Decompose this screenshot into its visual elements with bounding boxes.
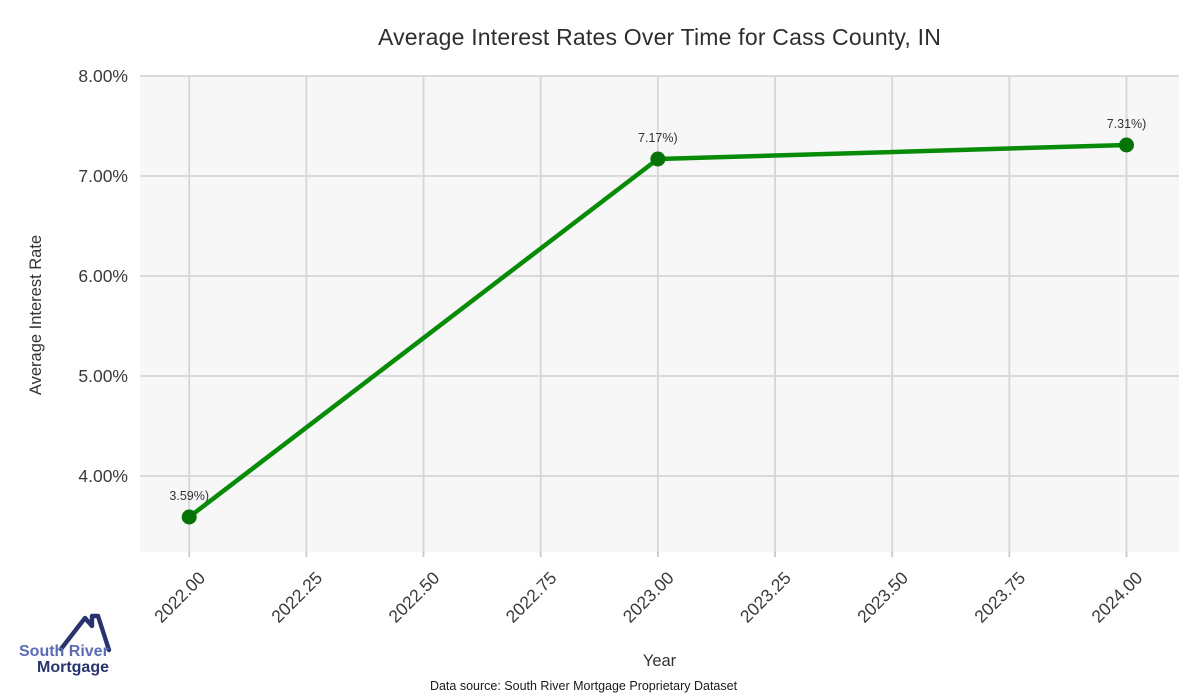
x-axis-title: Year bbox=[642, 652, 677, 670]
brand-logo: South River Mortgage bbox=[16, 610, 136, 690]
roof-path bbox=[58, 613, 112, 653]
x-tick-label: 2022.00 bbox=[150, 568, 209, 627]
x-tick-label: 2023.75 bbox=[970, 568, 1029, 627]
logo-text-south-river: South River bbox=[19, 643, 109, 660]
data-point-label: 7.31%) bbox=[1107, 117, 1147, 131]
data-point-label: 7.17%) bbox=[638, 131, 678, 145]
x-tick-label: 2024.00 bbox=[1087, 568, 1146, 627]
data-point-label: 3.59%) bbox=[169, 489, 209, 503]
y-tick-label: 4.00% bbox=[78, 466, 128, 486]
y-tick-label: 6.00% bbox=[78, 266, 128, 286]
y-axis-title: Average Interest Rate bbox=[27, 234, 45, 396]
x-tick-label: 2022.75 bbox=[502, 568, 561, 627]
x-tick-label: 2022.25 bbox=[267, 568, 326, 627]
y-tick-label: 5.00% bbox=[78, 366, 128, 386]
house-roof-icon bbox=[58, 613, 112, 653]
x-tick-label: 2023.00 bbox=[619, 568, 678, 627]
data-point-marker bbox=[1119, 137, 1135, 153]
data-point-marker bbox=[181, 509, 197, 525]
x-tick-label: 2023.50 bbox=[853, 568, 912, 627]
x-tick-label: 2023.25 bbox=[736, 568, 795, 627]
x-tick-label: 2022.50 bbox=[384, 568, 443, 627]
chart-title: Average Interest Rates Over Time for Cas… bbox=[377, 24, 942, 50]
y-tick-label: 7.00% bbox=[78, 166, 128, 186]
logo-text-mortgage: Mortgage bbox=[37, 659, 109, 676]
data-point-marker bbox=[650, 151, 666, 167]
y-tick-label: 8.00% bbox=[78, 66, 128, 86]
data-source-note: Data source: South River Mortgage Propri… bbox=[429, 679, 738, 693]
